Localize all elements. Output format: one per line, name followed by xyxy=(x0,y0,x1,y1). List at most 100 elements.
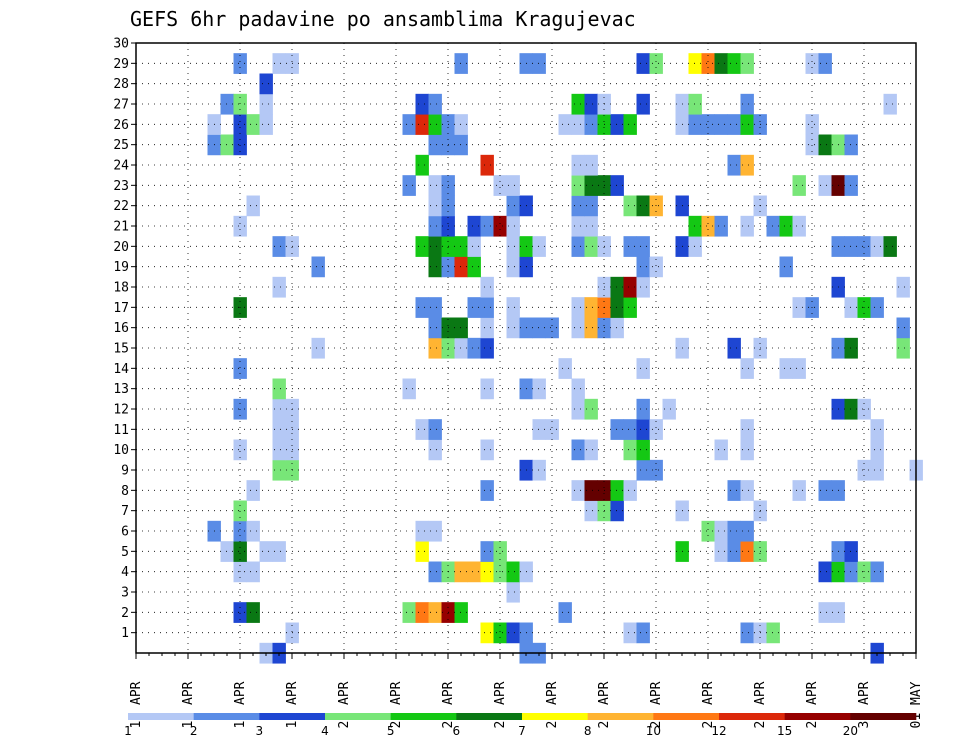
heatmap-cell-250 xyxy=(506,175,520,196)
heatmap-cell-246 xyxy=(402,175,416,196)
heatmap-cell-160 xyxy=(610,317,624,339)
x-tick-label-2: 18 APR xyxy=(233,681,248,728)
heatmap-cell-214 xyxy=(844,236,858,257)
heatmap-cell-98 xyxy=(623,439,637,461)
heatmap-cell-226 xyxy=(584,215,598,237)
heatmap-cell-88 xyxy=(857,459,871,481)
x-tick-label-10: 26 APR xyxy=(649,681,664,728)
y-tick-label-19: 19 xyxy=(113,260,129,275)
heatmap-cell-270 xyxy=(454,134,468,156)
heatmap-cell-70 xyxy=(246,480,260,501)
heatmap-cell-179 xyxy=(480,276,494,298)
heatmap-cell-193 xyxy=(636,256,650,278)
heatmap-cell-216 xyxy=(870,236,884,257)
heatmap-cell-101 xyxy=(740,439,754,461)
heatmap-cell-141 xyxy=(467,337,481,359)
heatmap-cell-152 xyxy=(480,317,494,339)
x-tick-label-11: 27 APR xyxy=(701,681,716,728)
heatmap-cell-27 xyxy=(246,561,260,583)
colorbar-label-1: 2 xyxy=(190,724,198,738)
heatmap-cell-271 xyxy=(805,134,819,156)
heatmap-cell-228 xyxy=(701,215,715,237)
heatmap-cell-234 xyxy=(246,195,260,217)
heatmap-cell-227 xyxy=(688,215,702,237)
heatmap-cell-268 xyxy=(428,134,442,156)
chart-title: GEFS 6hr padavine po ansamblima Kragujev… xyxy=(130,7,636,31)
heatmap-cell-165 xyxy=(467,297,481,318)
heatmap-cell-118 xyxy=(571,398,585,420)
heatmap-cell-89 xyxy=(870,459,884,481)
colorbar-swatch-0 xyxy=(128,713,194,720)
heatmap-cell-203 xyxy=(506,236,520,257)
x-tick-label-3: 19 APR xyxy=(285,681,300,728)
heatmap-cell-297 xyxy=(805,114,819,135)
heatmap-cell-217 xyxy=(883,236,897,257)
colorbar-label-10: 15 xyxy=(777,724,792,738)
heatmap-cell-254 xyxy=(610,175,624,196)
heatmap-cell-107 xyxy=(532,419,546,440)
heatmap-cell-279 xyxy=(402,114,416,135)
heatmap-cell-12 xyxy=(740,622,754,644)
heatmap-cell-60 xyxy=(701,520,715,542)
heatmap-cell-194 xyxy=(649,256,663,278)
heatmap-cell-222 xyxy=(480,215,494,237)
heatmap-cell-240 xyxy=(584,195,598,217)
y-tick-label-18: 18 xyxy=(113,281,129,296)
heatmap-cell-151 xyxy=(454,317,468,339)
heatmap-cell-51 xyxy=(740,541,754,562)
y-tick-label-10: 10 xyxy=(113,443,129,458)
heatmap-cell-232 xyxy=(779,215,793,237)
heatmap-cell-15 xyxy=(233,602,247,623)
heatmap-cell-92 xyxy=(272,439,286,461)
heatmap-cell-262 xyxy=(584,154,598,176)
y-tick-label-29: 29 xyxy=(113,57,129,72)
heatmap-cell-278 xyxy=(259,114,273,135)
y-tick-label-30: 30 xyxy=(113,37,129,52)
colorbar-label-2: 3 xyxy=(256,724,264,738)
colorbar-swatch-8 xyxy=(653,713,720,720)
colorbar-swatch-9 xyxy=(719,713,785,720)
heatmap-cell-132 xyxy=(558,358,572,379)
heatmap-cell-14 xyxy=(766,622,780,644)
heatmap-cell-99 xyxy=(636,439,650,461)
heatmap-cell-7 xyxy=(493,622,507,644)
colorbar-label-0: 1 xyxy=(124,724,132,738)
heatmap-cell-137 xyxy=(311,337,325,359)
heatmap-cell-189 xyxy=(454,256,468,278)
y-tick-label-22: 22 xyxy=(113,199,129,214)
heatmap-cell-304 xyxy=(584,93,598,115)
heatmap-cell-131 xyxy=(233,358,247,379)
heatmap-cell-249 xyxy=(493,175,507,196)
heatmap-cell-299 xyxy=(233,93,247,115)
heatmap-cell-19 xyxy=(428,602,442,623)
heatmap-cell-73 xyxy=(584,480,598,501)
heatmap-cell-315 xyxy=(454,53,468,74)
heatmap-cell-120 xyxy=(636,398,650,420)
heatmap-cell-77 xyxy=(727,480,741,501)
heatmap-cell-78 xyxy=(740,480,754,501)
heatmap-cell-79 xyxy=(792,480,806,501)
y-tick-label-27: 27 xyxy=(113,98,129,113)
heatmap-cell-206 xyxy=(571,236,585,257)
heatmap-cell-190 xyxy=(467,256,481,278)
heatmap-cell-167 xyxy=(506,297,520,318)
heatmap-cell-225 xyxy=(571,215,585,237)
y-tick-label-12: 12 xyxy=(113,403,129,418)
heatmap-cell-310 xyxy=(883,93,897,115)
heatmap-cell-318 xyxy=(636,53,650,74)
colorbar-swatch-4 xyxy=(390,713,457,720)
heatmap-cell-256 xyxy=(818,175,832,196)
y-tick-label-8: 8 xyxy=(121,484,129,499)
heatmap-cell-61 xyxy=(714,520,728,542)
heatmap-cell-169 xyxy=(584,297,598,318)
heatmap-cell-321 xyxy=(701,53,715,74)
heatmap-cell-185 xyxy=(896,276,910,298)
x-tick-label-15: 01 MAY xyxy=(909,681,924,728)
heatmap-cell-198 xyxy=(415,236,429,257)
colorbar-label-7: 8 xyxy=(584,724,592,738)
heatmap-cell-140 xyxy=(454,337,468,359)
x-tick-label-8: 24 APR xyxy=(545,681,560,728)
heatmap-cell-277 xyxy=(246,114,260,135)
heatmap-cell-71 xyxy=(480,480,494,501)
y-tick-label-16: 16 xyxy=(113,321,129,336)
